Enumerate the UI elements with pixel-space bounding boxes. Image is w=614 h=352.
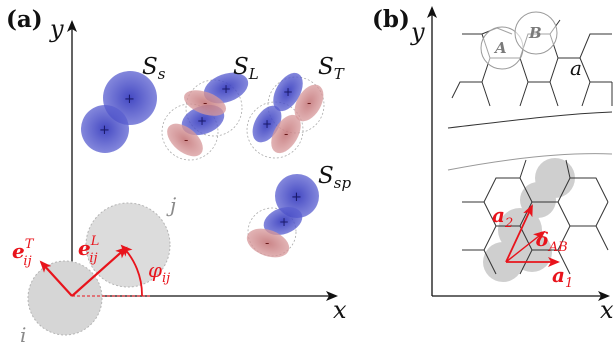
orbital-s-s: + +: [81, 71, 157, 153]
separator-upper: [447, 111, 613, 129]
y-axis-label-b: y: [410, 18, 425, 46]
plus-sign: +: [124, 92, 135, 107]
red-lobe: [167, 123, 203, 157]
red-lobe: [246, 228, 290, 258]
term-t-label: ST: [318, 54, 345, 83]
separator-lower: [447, 153, 613, 171]
minus-sign: -: [265, 236, 269, 250]
panel-b: (b) y x A B a a: [372, 6, 614, 324]
vector-a2-label: a2: [492, 203, 513, 231]
vector-e-longitudinal: [71, 246, 128, 297]
plus-sign: +: [283, 85, 293, 99]
plus-sign: +: [99, 123, 110, 138]
panel-a-label: (a): [6, 6, 43, 33]
panel-a: (a) y x i j eT ij eL ij φij + + Ss: [6, 6, 351, 347]
site-b-circle: [514, 11, 558, 55]
red-lobe: [183, 90, 227, 116]
panel-b-label: (b): [372, 6, 410, 33]
plus-sign: +: [279, 215, 289, 229]
term-s-label: Ss: [142, 54, 166, 83]
site-b-label: B: [528, 24, 542, 42]
term-l-label: SL: [233, 54, 259, 83]
minus-sign: -: [284, 127, 288, 141]
red-lobe: [271, 114, 301, 154]
vector-t-label: eT ij: [12, 237, 35, 269]
angle-label: φij: [148, 258, 170, 286]
blue-lobe: [273, 72, 303, 112]
vector-e-transverse: [39, 260, 73, 297]
site-a-label: A: [493, 39, 507, 57]
particle-i: [27, 260, 103, 336]
orbital-s-sp: + + -: [246, 174, 319, 258]
term-sp-label: Ssp: [318, 163, 351, 192]
dashed-outline: [185, 79, 243, 137]
dashed-outline: [246, 101, 304, 159]
orbital-s-t: + + - -: [246, 72, 325, 159]
x-axis-label-b: x: [600, 296, 614, 324]
vector-a1-label: a1: [552, 263, 573, 291]
y-axis-label-a: y: [49, 15, 64, 43]
vector-a2: [505, 204, 533, 263]
plus-sign: +: [262, 117, 272, 131]
minus-sign: -: [203, 96, 207, 110]
vector-delta: [505, 230, 546, 263]
blue-lobe: [81, 105, 129, 153]
blue-lobe: [263, 206, 303, 236]
minus-sign: -: [307, 96, 311, 110]
vector-delta-label: δAB: [535, 229, 568, 255]
minus-sign: -: [184, 133, 188, 147]
dashed-outline: [267, 76, 325, 134]
red-lobe: [294, 84, 324, 122]
plus-sign: +: [221, 82, 231, 96]
particle-i-label: i: [20, 323, 26, 347]
vector-l-label: eL ij: [78, 234, 99, 266]
lattice-constant-label: a: [570, 56, 582, 80]
plus-sign: +: [197, 114, 207, 128]
orbital-s-l: + + - -: [161, 72, 249, 161]
blue-lobe: [275, 174, 319, 218]
dashed-outline: [161, 103, 219, 161]
x-axis-label-a: x: [333, 296, 347, 324]
particle-j-label: j: [166, 193, 176, 217]
plus-sign: +: [291, 190, 302, 205]
